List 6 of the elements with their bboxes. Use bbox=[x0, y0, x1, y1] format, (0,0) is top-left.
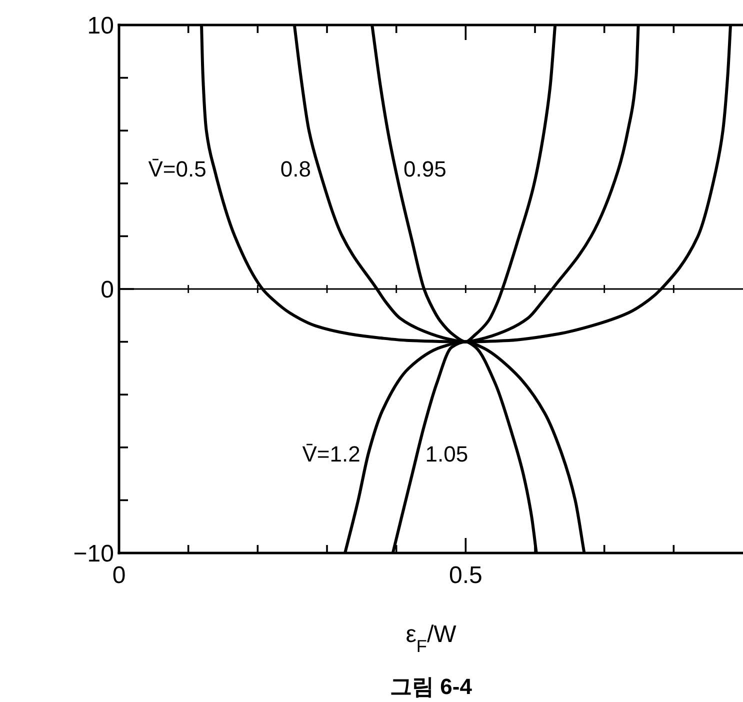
y-tick-label: 0 bbox=[100, 276, 114, 304]
xlabel: ε$_{F}$/W bbox=[406, 621, 456, 656]
x-tick-label: 0.5 bbox=[448, 562, 482, 589]
y-tick-label: −10 bbox=[73, 540, 114, 568]
annotation: 그림 6-4 bbox=[390, 674, 472, 699]
y-tick-label: 10 bbox=[87, 12, 114, 40]
